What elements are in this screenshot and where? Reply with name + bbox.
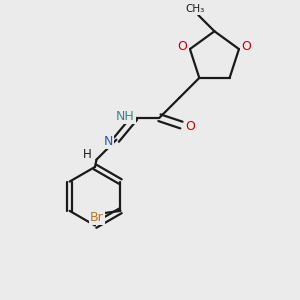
Text: H: H bbox=[83, 148, 92, 161]
Text: N: N bbox=[103, 135, 113, 148]
Text: O: O bbox=[185, 120, 195, 133]
Text: O: O bbox=[178, 40, 188, 53]
Text: NH: NH bbox=[116, 110, 135, 123]
Text: Br: Br bbox=[90, 211, 104, 224]
Text: O: O bbox=[241, 40, 251, 53]
Text: CH₃: CH₃ bbox=[186, 4, 205, 14]
